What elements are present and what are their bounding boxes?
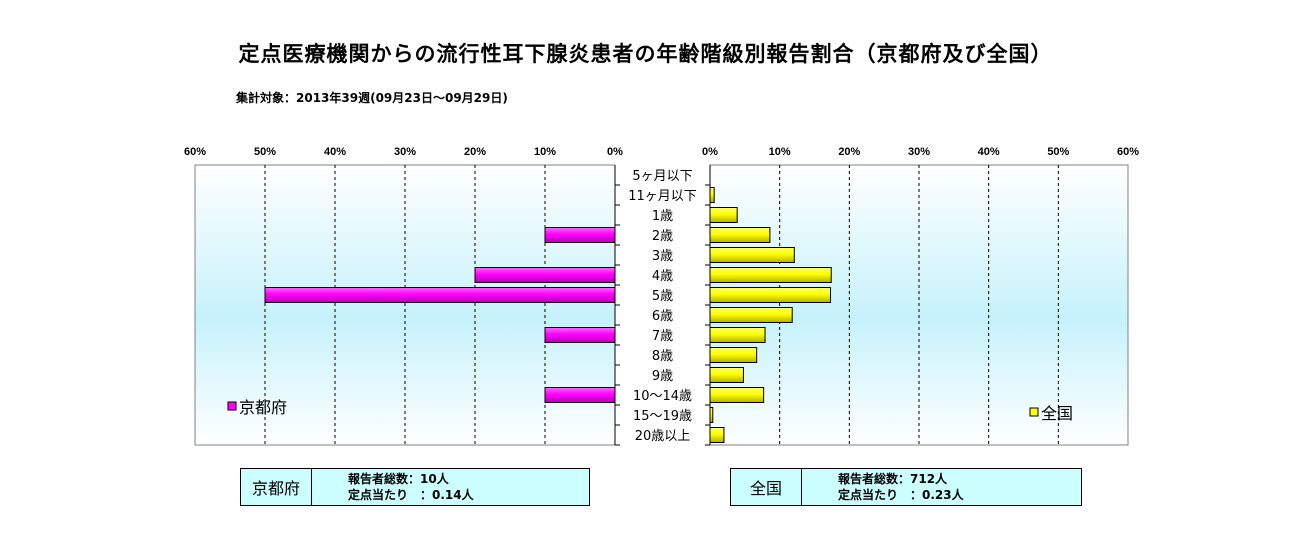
category-label: 5歳 — [652, 289, 673, 304]
tick-label-left: 0% — [607, 146, 623, 158]
summary-box-kyoto: 京都府 報告者総数：10人 定点当たり ：0.14人 — [240, 468, 590, 506]
legend-swatch-national — [1029, 407, 1039, 417]
tick-label-left: 60% — [184, 146, 206, 158]
tick-label-right: 20% — [838, 146, 860, 158]
legend-swatch-kyoto — [227, 401, 237, 411]
summary-per-site-kyoto: 定点当たり ：0.14人 — [348, 488, 474, 502]
summary-total-national: 報告者総数：712人 — [838, 472, 948, 486]
bar-national — [709, 227, 771, 243]
bar-national — [709, 267, 832, 283]
category-label: 20歳以上 — [635, 429, 691, 444]
tick-label-right: 30% — [908, 146, 930, 158]
tick-label-right: 40% — [978, 146, 1000, 158]
category-label: 4歳 — [652, 269, 673, 284]
tick-label-right: 0% — [702, 146, 718, 158]
tick-label-left: 10% — [534, 146, 556, 158]
bar-national — [709, 387, 765, 403]
category-label: 5ヶ月以下 — [632, 169, 692, 184]
summary-stats-kyoto: 報告者総数：10人 定点当たり ：0.14人 — [312, 469, 474, 505]
bar-kyoto — [544, 327, 616, 343]
bar-national — [709, 187, 715, 203]
bar-kyoto — [544, 227, 616, 243]
tick-label-left: 20% — [464, 146, 486, 158]
bar-national — [709, 307, 793, 323]
summary-per-site-national: 定点当たり ：0.23人 — [838, 488, 964, 502]
tick-label-right: 10% — [769, 146, 791, 158]
bar-national — [709, 407, 714, 423]
category-label: 15～19歳 — [633, 409, 692, 424]
category-label: 3歳 — [652, 249, 673, 264]
bar-kyoto — [264, 287, 616, 303]
bar-national — [709, 207, 738, 223]
category-label: 11ヶ月以下 — [628, 189, 697, 204]
tick-label-left: 30% — [394, 146, 416, 158]
summary-name-national: 全国 — [731, 469, 802, 505]
tick-label-left: 50% — [254, 146, 276, 158]
tick-label-right: 60% — [1117, 146, 1139, 158]
bar-kyoto — [544, 387, 616, 403]
category-label: 8歳 — [652, 349, 673, 364]
bar-kyoto — [474, 267, 616, 283]
tick-label-left: 40% — [324, 146, 346, 158]
summary-total-kyoto: 報告者総数：10人 — [348, 472, 449, 486]
category-label: 1歳 — [652, 209, 673, 224]
summary-stats-national: 報告者総数：712人 定点当たり ：0.23人 — [802, 469, 964, 505]
bar-national — [709, 287, 832, 303]
bar-national — [709, 427, 725, 443]
category-label: 2歳 — [652, 229, 673, 244]
summary-box-national: 全国 報告者総数：712人 定点当たり ：0.23人 — [730, 468, 1082, 506]
category-label: 9歳 — [652, 369, 673, 384]
legend-label-national: 全国 — [1041, 404, 1073, 423]
bar-national — [709, 347, 758, 363]
chart-title: 定点医療機関からの流行性耳下腺炎患者の年齢階級別報告割合（京都府及び全国） — [238, 42, 1053, 66]
category-label: 7歳 — [652, 329, 673, 344]
tick-label-right: 50% — [1047, 146, 1069, 158]
summary-name-kyoto: 京都府 — [241, 469, 312, 505]
category-label: 10～14歳 — [633, 389, 692, 404]
bar-national — [709, 367, 744, 383]
legend-label-kyoto: 京都府 — [239, 398, 287, 417]
category-label: 6歳 — [652, 309, 673, 324]
bar-national — [709, 327, 766, 343]
chart-subtitle: 集計対象：2013年39週(09月23日～09月29日) — [236, 91, 508, 105]
bar-national — [709, 247, 795, 263]
